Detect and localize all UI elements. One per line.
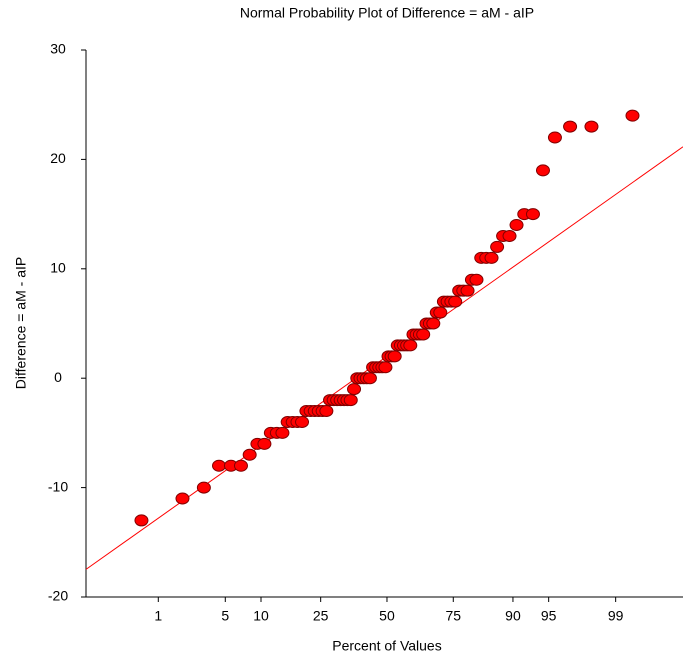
point (433, 306, 448, 319)
point (347, 383, 362, 396)
point (387, 350, 402, 363)
point (212, 459, 227, 472)
y-tick-label: 0 (54, 369, 62, 385)
y-tick-label: -10 (48, 478, 68, 494)
point (378, 361, 393, 374)
x-axis-label: Percent of Values (332, 638, 441, 654)
point (275, 426, 290, 439)
x-tick-label: 75 (445, 608, 461, 624)
point (134, 514, 149, 527)
point (502, 229, 517, 242)
point (460, 284, 475, 297)
point (509, 219, 524, 232)
point (484, 251, 499, 264)
point (196, 481, 211, 494)
x-tick-label: 1 (154, 608, 162, 624)
y-axis-label: Difference = aM - aIP (13, 257, 29, 389)
x-tick-label: 95 (541, 608, 557, 624)
point (362, 372, 377, 385)
x-tick-label: 99 (608, 608, 624, 624)
point (490, 240, 505, 253)
x-tick-label: 5 (221, 608, 229, 624)
y-tick-label: 30 (50, 41, 66, 57)
point (416, 328, 431, 341)
point (625, 109, 640, 122)
point (175, 492, 190, 505)
point (242, 448, 257, 461)
y-tick-label: 20 (50, 150, 66, 166)
point (257, 437, 272, 450)
point (319, 405, 334, 418)
point (525, 208, 540, 221)
y-tick-label: -20 (48, 588, 68, 604)
point (469, 273, 484, 286)
point (403, 339, 418, 352)
chart-title: Normal Probability Plot of Difference = … (240, 5, 534, 21)
point (563, 120, 578, 133)
x-tick-label: 25 (313, 608, 329, 624)
point (343, 394, 358, 407)
point (426, 317, 441, 330)
point (233, 459, 248, 472)
x-tick-label: 90 (505, 608, 521, 624)
x-tick-label: 50 (379, 608, 395, 624)
point (584, 120, 599, 133)
point (295, 415, 310, 428)
point (547, 131, 562, 144)
y-tick-label: 10 (50, 260, 66, 276)
point (535, 164, 550, 177)
x-tick-label: 10 (253, 608, 269, 624)
point (448, 295, 463, 308)
